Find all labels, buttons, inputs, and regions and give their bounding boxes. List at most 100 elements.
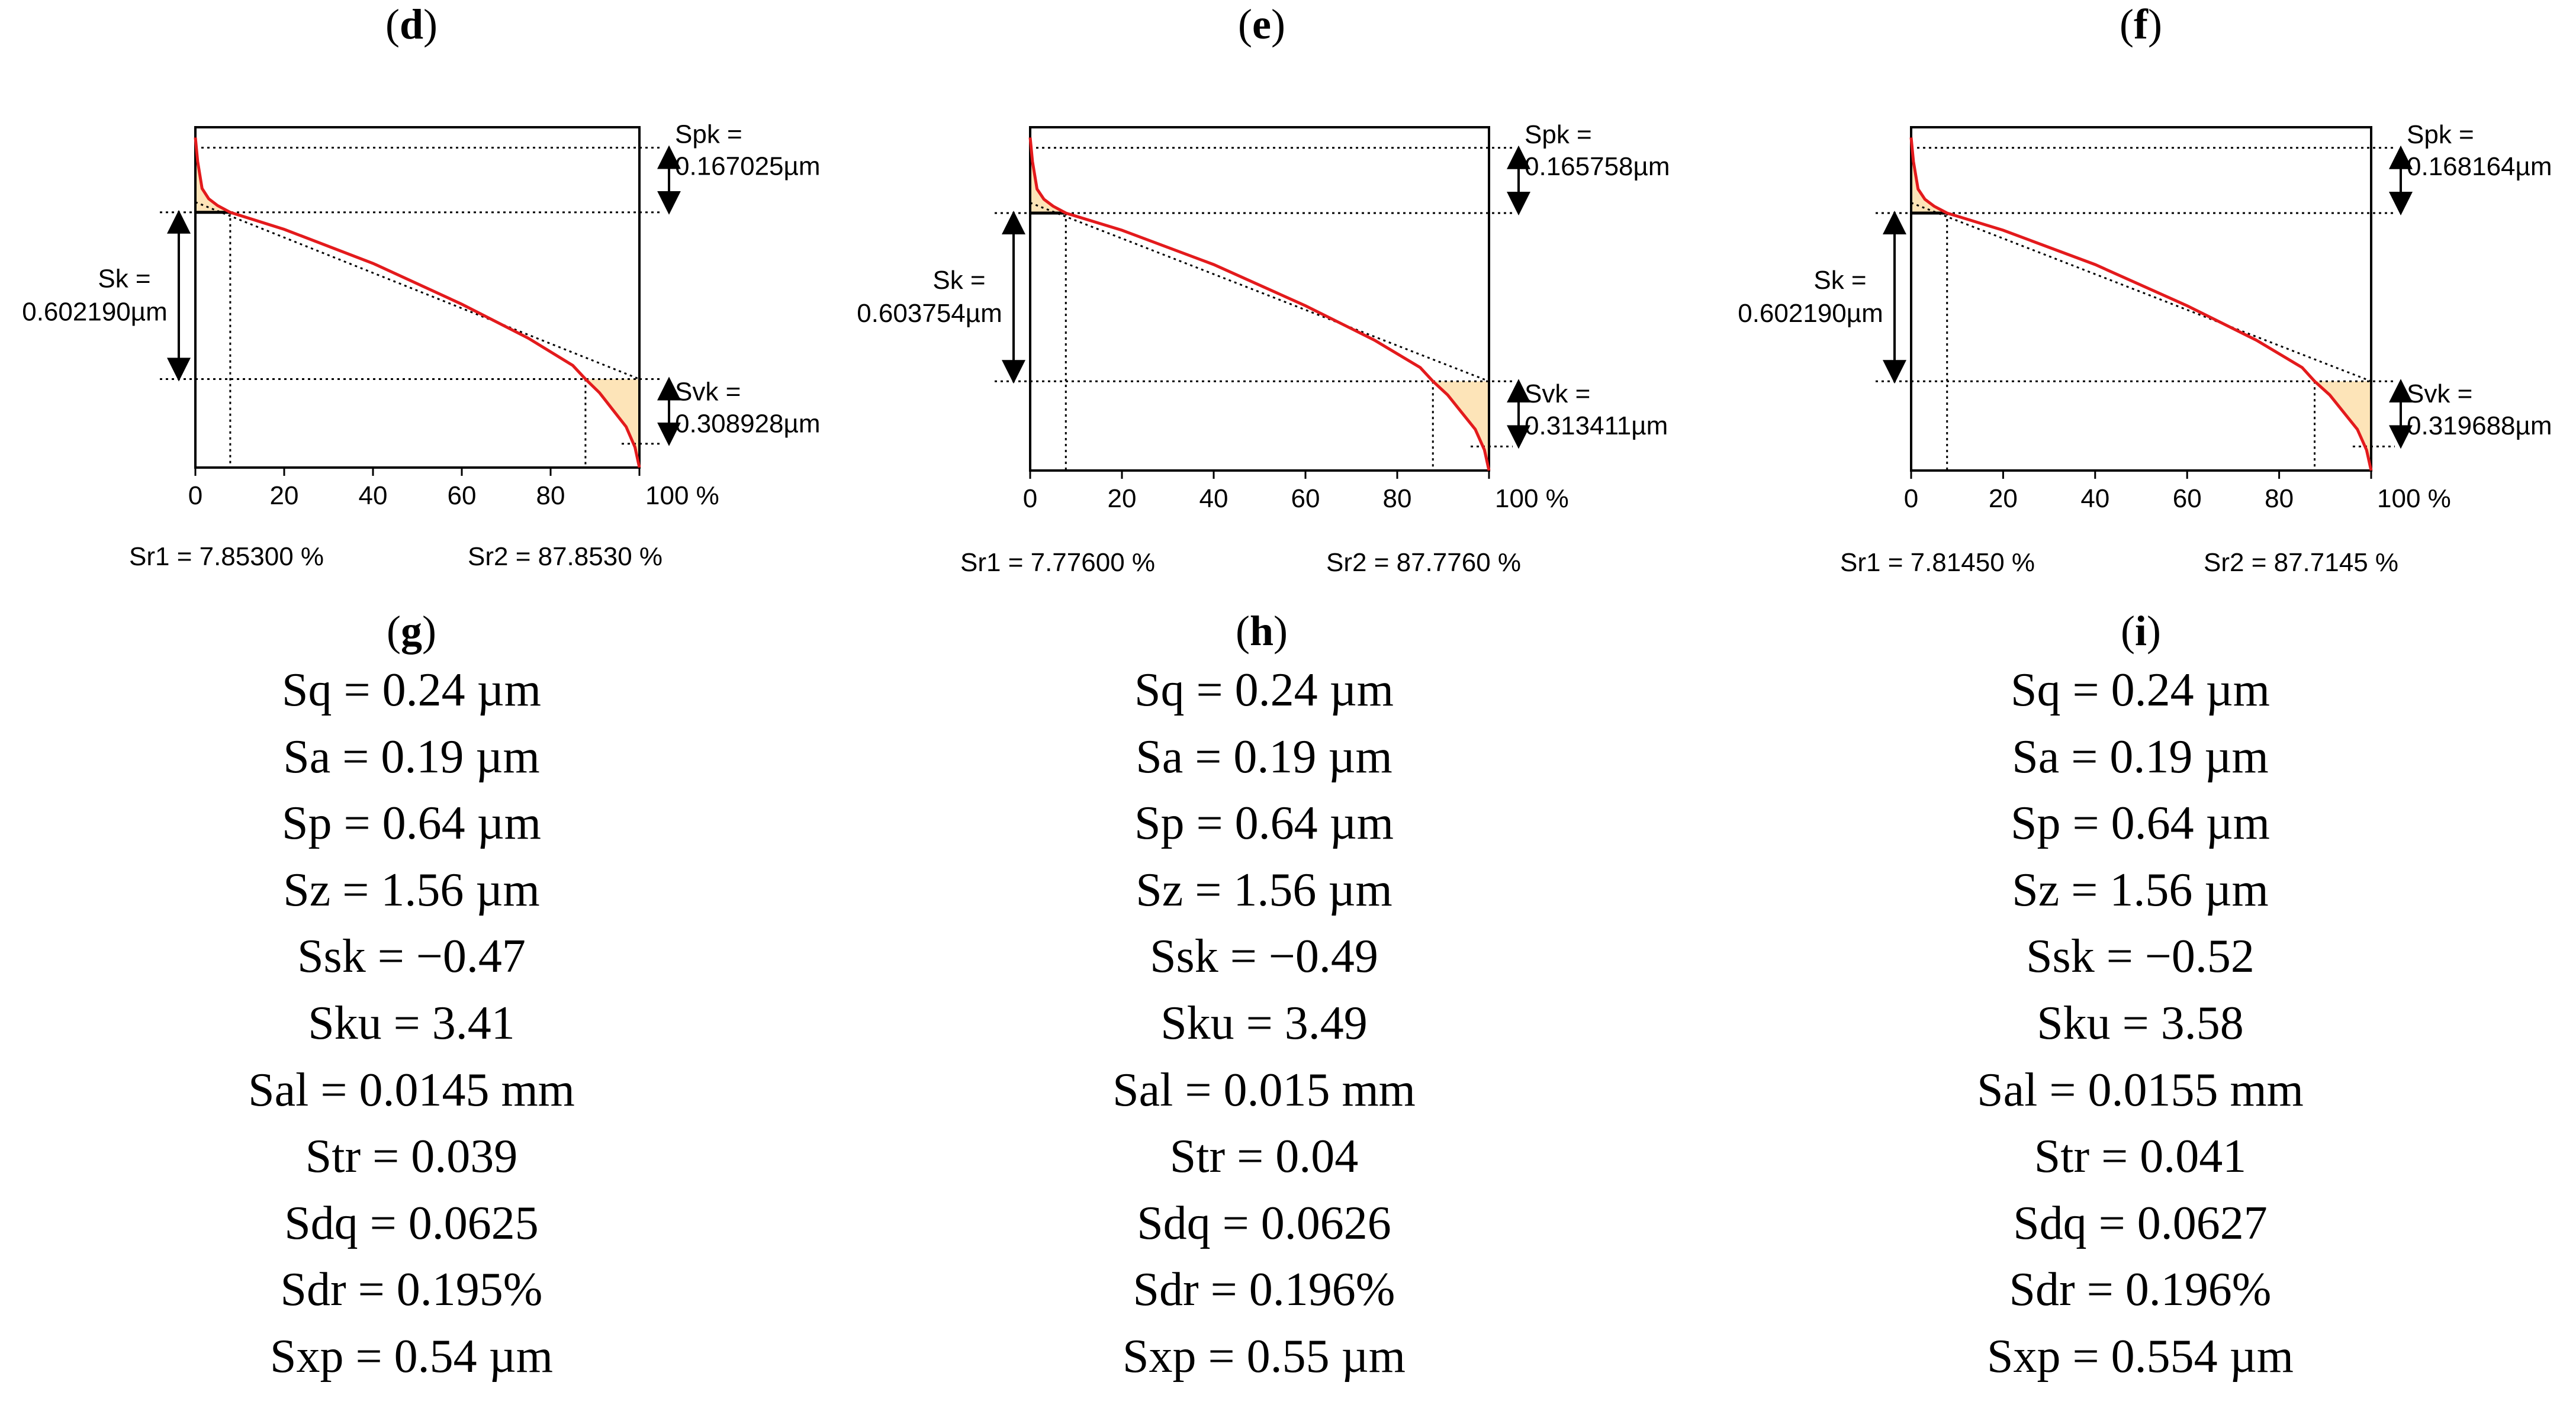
param-sa: Sa = 0.19 µm — [2012, 730, 2269, 783]
valley-area-fill — [585, 379, 639, 468]
material-ratio-curve — [1909, 137, 2373, 471]
param-str: Str = 0.041 — [2034, 1130, 2247, 1183]
param-str: Str = 0.039 — [305, 1130, 518, 1183]
x-tick-label: 60 — [2173, 484, 2202, 513]
plot-frame — [1910, 126, 2372, 472]
x-tick-label: 40 — [1199, 484, 1228, 513]
param-sku: Sku = 3.58 — [2037, 997, 2244, 1049]
param-sz: Sz = 1.56 µm — [1136, 864, 1392, 916]
x-tick-label: 80 — [536, 481, 565, 510]
panel-label-f: (f) — [2120, 1, 2162, 48]
param-sq: Sq = 0.24 µm — [1134, 664, 1394, 716]
param-sdr: Sdr = 0.196% — [1133, 1264, 1395, 1316]
panel-label-d: (d) — [385, 1, 438, 48]
param-sal: Sal = 0.0145 mm — [248, 1064, 575, 1116]
param-sp: Sp = 0.64 µm — [1134, 797, 1394, 850]
material-ratio-curve — [194, 137, 641, 468]
curve-shadow — [194, 137, 641, 468]
svk-label: Svk = — [675, 378, 741, 407]
sr1-label: Sr1 = 7.77600 % — [960, 548, 1155, 577]
equivalent-line — [1911, 202, 2372, 382]
x-tick-label: 40 — [2080, 484, 2109, 513]
curve-shadow — [1029, 137, 1490, 471]
x-tick-label: 100 % — [1495, 484, 1569, 513]
svk-label: Svk = — [2407, 379, 2472, 408]
param-sdr: Sdr = 0.196% — [2009, 1264, 2272, 1316]
params-g: Sq = 0.24 µm Sa = 0.19 µm Sp = 0.64 µm S… — [115, 657, 707, 1390]
param-sdq: Sdq = 0.0627 — [2013, 1197, 2268, 1249]
param-sp: Sp = 0.64 µm — [2011, 797, 2270, 850]
sk-value: 0.602190µm — [1738, 299, 1883, 328]
sr1-label: Sr1 = 7.85300 % — [129, 542, 324, 571]
valley-area-fill — [2314, 381, 2371, 471]
param-sdr: Sdr = 0.195% — [280, 1264, 543, 1316]
param-sdq: Sdq = 0.0626 — [1137, 1197, 1391, 1249]
plot-frame — [194, 126, 641, 469]
param-sdq: Sdq = 0.0625 — [284, 1197, 539, 1249]
sr2-label: Sr2 = 87.7145 % — [2204, 548, 2398, 577]
svk-value: 0.313411µm — [1525, 411, 1668, 440]
x-tick-label: 40 — [359, 481, 388, 510]
param-sz: Sz = 1.56 µm — [283, 864, 540, 916]
params-h: Sq = 0.24 µm Sa = 0.19 µm Sp = 0.64 µm S… — [968, 657, 1560, 1390]
param-sku: Sku = 3.49 — [1160, 997, 1368, 1049]
param-sz: Sz = 1.56 µm — [2012, 864, 2269, 916]
param-sal: Sal = 0.0155 mm — [1977, 1064, 2304, 1116]
param-sq: Sq = 0.24 µm — [282, 664, 541, 716]
param-sxp: Sxp = 0.54 µm — [270, 1330, 553, 1383]
svk-value: 0.308928µm — [675, 410, 821, 439]
param-ssk: Ssk = −0.47 — [297, 930, 526, 983]
x-tick-label: 20 — [1989, 484, 2018, 513]
panel-label-g: (g) — [387, 607, 436, 655]
param-ssk: Ssk = −0.52 — [2026, 930, 2255, 983]
param-sq: Sq = 0.24 µm — [2011, 664, 2270, 716]
svk-value: 0.319688µm — [2407, 411, 2552, 440]
param-sku: Sku = 3.41 — [308, 997, 515, 1049]
spk-value: 0.167025µm — [675, 152, 821, 181]
valley-area-fill — [1433, 381, 1489, 471]
spk-label: Spk = — [1525, 120, 1592, 149]
param-sxp: Sxp = 0.55 µm — [1123, 1330, 1406, 1383]
curve-shadow — [1910, 137, 2372, 471]
param-sxp: Sxp = 0.554 µm — [1987, 1330, 2294, 1383]
panel-label-h: (h) — [1236, 607, 1288, 655]
spk-value: 0.168164µm — [2407, 152, 2552, 181]
x-tick-label: 80 — [1383, 484, 1412, 513]
x-tick-label: 0 — [188, 481, 202, 510]
plot-frame — [1029, 126, 1490, 472]
x-tick-label: 60 — [1291, 484, 1320, 513]
sk-value: 0.602190µm — [22, 298, 168, 327]
sr1-label: Sr1 = 7.81450 % — [1840, 548, 2035, 577]
spk-value: 0.165758µm — [1525, 152, 1670, 181]
sr2-label: Sr2 = 87.7760 % — [1326, 548, 1521, 577]
sk-label: Sk = — [932, 266, 985, 295]
params-i: Sq = 0.24 µm Sa = 0.19 µm Sp = 0.64 µm S… — [1844, 657, 2436, 1390]
sk-label: Sk = — [98, 265, 150, 294]
sk-value: 0.603754µm — [857, 299, 1002, 328]
x-tick-label: 0 — [1904, 484, 1918, 513]
x-tick-label: 100 % — [2377, 484, 2451, 513]
svk-label: Svk = — [1525, 379, 1590, 408]
equivalent-line — [1030, 202, 1490, 382]
spk-label: Spk = — [2407, 120, 2474, 149]
panel-label-i: (i) — [2121, 607, 2161, 655]
equivalent-line — [195, 201, 640, 380]
x-tick-label: 100 % — [645, 481, 719, 510]
param-str: Str = 0.04 — [1169, 1130, 1359, 1183]
sr2-label: Sr2 = 87.8530 % — [468, 542, 663, 571]
panel-label-e: (e) — [1238, 1, 1285, 48]
param-ssk: Ssk = −0.49 — [1150, 930, 1378, 983]
param-sa: Sa = 0.19 µm — [283, 730, 540, 783]
spk-label: Spk = — [675, 120, 742, 149]
x-tick-label: 80 — [2265, 484, 2294, 513]
param-sp: Sp = 0.64 µm — [282, 797, 541, 850]
material-ratio-curve — [1028, 137, 1491, 471]
x-tick-label: 0 — [1023, 484, 1037, 513]
x-tick-label: 20 — [270, 481, 299, 510]
x-tick-label: 20 — [1108, 484, 1137, 513]
sk-label: Sk = — [1813, 266, 1866, 295]
x-tick-label: 60 — [448, 481, 477, 510]
param-sal: Sal = 0.015 mm — [1112, 1064, 1416, 1116]
